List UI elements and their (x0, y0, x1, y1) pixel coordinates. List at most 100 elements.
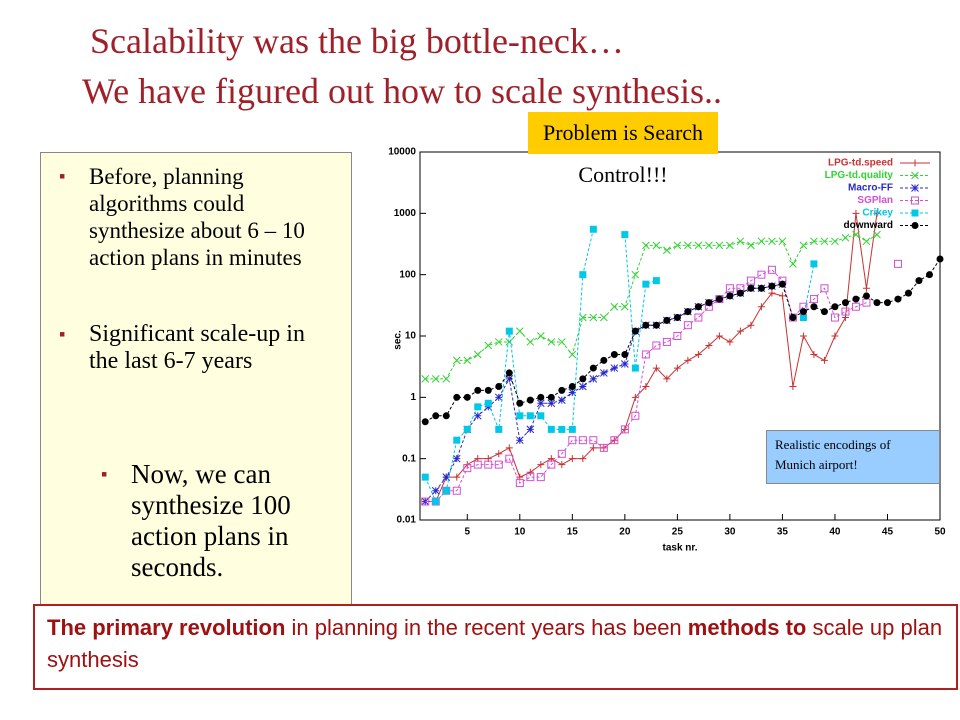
point (778, 280, 786, 288)
point (526, 338, 535, 346)
point (568, 383, 576, 391)
note: Realistic encodings of Munich airport! (766, 430, 940, 484)
x-tick-label: 5 (464, 527, 470, 538)
point (589, 364, 597, 372)
point (873, 230, 881, 239)
point (463, 393, 471, 401)
point (757, 303, 765, 311)
point (726, 241, 734, 250)
point (547, 425, 555, 433)
point (747, 284, 755, 292)
point (494, 338, 503, 346)
point (841, 299, 849, 307)
point (799, 332, 807, 340)
point (652, 341, 661, 350)
legend-label: LPG-td.quality (825, 170, 894, 181)
point (652, 277, 660, 285)
point (452, 454, 461, 463)
point (610, 364, 619, 372)
point (778, 237, 787, 246)
y-tick-label: 10 (405, 331, 417, 342)
y-tick-label: 0.01 (397, 515, 417, 526)
point (610, 436, 618, 444)
point (578, 436, 587, 445)
point (799, 314, 807, 322)
title-line: Scalability was the big bottle-neck… (90, 21, 624, 61)
point (684, 241, 692, 250)
point (911, 196, 919, 205)
title-line: We have figured out how to scale synthes… (82, 71, 722, 111)
point (694, 313, 703, 322)
point (673, 241, 682, 250)
point (515, 327, 524, 335)
point (589, 436, 598, 445)
x-tick-label: 45 (882, 527, 894, 538)
sub-bullet: Now, we can synthesize 100 action plans … (101, 459, 343, 583)
point (911, 184, 919, 192)
point (568, 425, 576, 433)
x-tick-label: 20 (619, 527, 631, 538)
point (421, 497, 430, 506)
point (820, 237, 829, 246)
legend-label: Macro-FF (848, 183, 893, 194)
point (631, 270, 640, 279)
point (536, 473, 545, 482)
point (620, 360, 629, 368)
point (536, 332, 545, 340)
point (673, 332, 682, 340)
point (421, 418, 429, 426)
point (621, 231, 629, 239)
point (641, 350, 650, 359)
point (495, 450, 503, 458)
point (453, 436, 461, 444)
point (526, 468, 534, 476)
point (789, 383, 797, 391)
point (526, 425, 535, 434)
point (452, 486, 461, 495)
point (757, 270, 766, 279)
point (726, 292, 734, 300)
point (442, 473, 451, 481)
point (715, 332, 723, 340)
y-tick-label: 0.1 (402, 453, 416, 464)
point (911, 222, 919, 229)
point (642, 280, 650, 288)
point (736, 289, 744, 297)
point (557, 396, 566, 404)
point (484, 386, 492, 394)
point (862, 284, 870, 292)
point (568, 350, 577, 359)
point (505, 327, 513, 335)
point (725, 284, 734, 293)
point (537, 461, 545, 469)
point (473, 350, 482, 359)
series-line (425, 213, 878, 503)
point (768, 289, 776, 297)
point (463, 425, 471, 433)
point (768, 282, 776, 290)
legend-label: downward (844, 220, 893, 231)
point (911, 159, 919, 167)
point (484, 402, 493, 411)
point (421, 473, 429, 481)
point (505, 338, 514, 346)
point (809, 295, 818, 304)
point (852, 295, 860, 303)
point (663, 375, 671, 383)
point (579, 375, 587, 383)
point (620, 302, 629, 311)
point (515, 436, 524, 445)
y-tick-label: 1000 (394, 208, 417, 219)
point (746, 276, 755, 285)
point (484, 399, 492, 407)
point (683, 321, 692, 330)
point (873, 209, 881, 217)
point (810, 303, 818, 311)
point (810, 237, 818, 246)
point (789, 314, 797, 322)
x-tick-label: 25 (672, 527, 684, 538)
callout: Problem is Search Control!!! (528, 112, 718, 187)
x-axis-label: task nr. (662, 543, 697, 554)
point (757, 284, 765, 292)
point (694, 241, 703, 250)
